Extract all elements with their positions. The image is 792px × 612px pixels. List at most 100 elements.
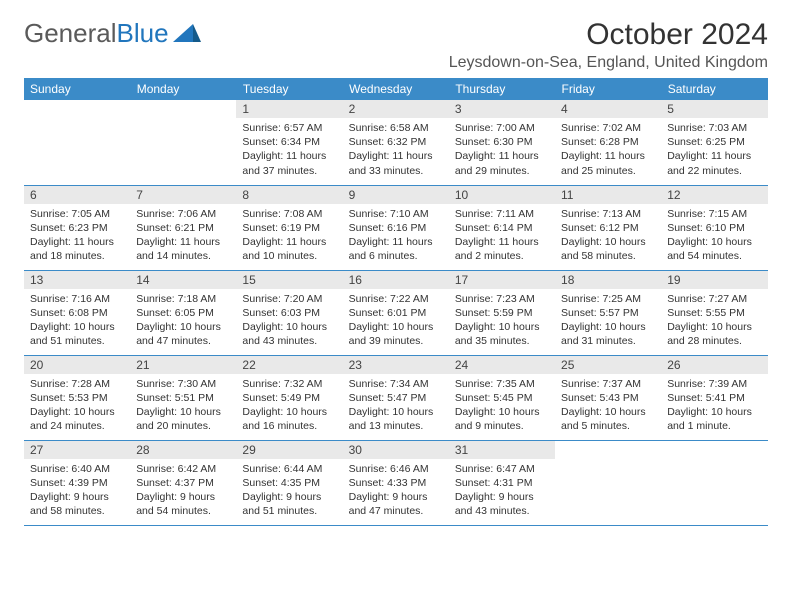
day-details: Sunrise: 7:30 AMSunset: 5:51 PMDaylight:… — [130, 374, 236, 438]
calendar-table: SundayMondayTuesdayWednesdayThursdayFrid… — [24, 78, 768, 526]
day-number: 7 — [130, 186, 236, 204]
sunrise-text: Sunrise: 7:30 AM — [136, 377, 230, 391]
day-details: Sunrise: 7:16 AMSunset: 6:08 PMDaylight:… — [24, 289, 130, 353]
daylight-text: Daylight: 10 hours and 31 minutes. — [561, 320, 655, 348]
weekday-header: Friday — [555, 78, 661, 100]
daylight-text: Daylight: 10 hours and 47 minutes. — [136, 320, 230, 348]
calendar-cell: 22Sunrise: 7:32 AMSunset: 5:49 PMDayligh… — [236, 355, 342, 440]
daylight-text: Daylight: 9 hours and 51 minutes. — [242, 490, 336, 518]
sunrise-text: Sunrise: 6:46 AM — [349, 462, 443, 476]
sunrise-text: Sunrise: 7:22 AM — [349, 292, 443, 306]
brand-logo: GeneralBlue — [24, 18, 201, 49]
calendar-cell: 11Sunrise: 7:13 AMSunset: 6:12 PMDayligh… — [555, 185, 661, 270]
sunset-text: Sunset: 4:33 PM — [349, 476, 443, 490]
calendar-cell: 9Sunrise: 7:10 AMSunset: 6:16 PMDaylight… — [343, 185, 449, 270]
day-number: 28 — [130, 441, 236, 459]
calendar-cell: 31Sunrise: 6:47 AMSunset: 4:31 PMDayligh… — [449, 440, 555, 525]
day-number: 16 — [343, 271, 449, 289]
weekday-header-row: SundayMondayTuesdayWednesdayThursdayFrid… — [24, 78, 768, 100]
sunrise-text: Sunrise: 6:57 AM — [242, 121, 336, 135]
day-number: 2 — [343, 100, 449, 118]
calendar-cell: 14Sunrise: 7:18 AMSunset: 6:05 PMDayligh… — [130, 270, 236, 355]
daylight-text: Daylight: 11 hours and 22 minutes. — [667, 149, 761, 177]
day-details: Sunrise: 6:47 AMSunset: 4:31 PMDaylight:… — [449, 459, 555, 523]
day-details: Sunrise: 7:10 AMSunset: 6:16 PMDaylight:… — [343, 204, 449, 268]
day-number: 12 — [661, 186, 767, 204]
sunset-text: Sunset: 6:08 PM — [30, 306, 124, 320]
day-number: 21 — [130, 356, 236, 374]
daylight-text: Daylight: 10 hours and 28 minutes. — [667, 320, 761, 348]
title-block: October 2024 Leysdown-on-Sea, England, U… — [449, 18, 768, 72]
day-number: 4 — [555, 100, 661, 118]
day-details: Sunrise: 7:02 AMSunset: 6:28 PMDaylight:… — [555, 118, 661, 182]
daylight-text: Daylight: 9 hours and 43 minutes. — [455, 490, 549, 518]
sunrise-text: Sunrise: 7:25 AM — [561, 292, 655, 306]
sunrise-text: Sunrise: 7:34 AM — [349, 377, 443, 391]
sunset-text: Sunset: 5:47 PM — [349, 391, 443, 405]
sunrise-text: Sunrise: 6:44 AM — [242, 462, 336, 476]
day-details: Sunrise: 7:13 AMSunset: 6:12 PMDaylight:… — [555, 204, 661, 268]
calendar-cell: 29Sunrise: 6:44 AMSunset: 4:35 PMDayligh… — [236, 440, 342, 525]
calendar-cell: 21Sunrise: 7:30 AMSunset: 5:51 PMDayligh… — [130, 355, 236, 440]
day-details: Sunrise: 7:18 AMSunset: 6:05 PMDaylight:… — [130, 289, 236, 353]
sunrise-text: Sunrise: 7:08 AM — [242, 207, 336, 221]
sunset-text: Sunset: 6:16 PM — [349, 221, 443, 235]
sunrise-text: Sunrise: 7:05 AM — [30, 207, 124, 221]
day-number: 31 — [449, 441, 555, 459]
sunrise-text: Sunrise: 7:23 AM — [455, 292, 549, 306]
day-number: 30 — [343, 441, 449, 459]
weekday-header: Wednesday — [343, 78, 449, 100]
weekday-header: Monday — [130, 78, 236, 100]
sunset-text: Sunset: 6:25 PM — [667, 135, 761, 149]
calendar-week-row: 27Sunrise: 6:40 AMSunset: 4:39 PMDayligh… — [24, 440, 768, 525]
calendar-week-row: 13Sunrise: 7:16 AMSunset: 6:08 PMDayligh… — [24, 270, 768, 355]
day-details: Sunrise: 7:32 AMSunset: 5:49 PMDaylight:… — [236, 374, 342, 438]
sunset-text: Sunset: 6:05 PM — [136, 306, 230, 320]
calendar-week-row: 1Sunrise: 6:57 AMSunset: 6:34 PMDaylight… — [24, 100, 768, 185]
day-details: Sunrise: 6:57 AMSunset: 6:34 PMDaylight:… — [236, 118, 342, 182]
day-number: 27 — [24, 441, 130, 459]
daylight-text: Daylight: 10 hours and 43 minutes. — [242, 320, 336, 348]
calendar-cell: 17Sunrise: 7:23 AMSunset: 5:59 PMDayligh… — [449, 270, 555, 355]
weekday-header: Thursday — [449, 78, 555, 100]
sunrise-text: Sunrise: 7:16 AM — [30, 292, 124, 306]
sunrise-text: Sunrise: 7:20 AM — [242, 292, 336, 306]
day-details: Sunrise: 7:39 AMSunset: 5:41 PMDaylight:… — [661, 374, 767, 438]
sunset-text: Sunset: 6:23 PM — [30, 221, 124, 235]
sunset-text: Sunset: 6:32 PM — [349, 135, 443, 149]
day-details: Sunrise: 7:27 AMSunset: 5:55 PMDaylight:… — [661, 289, 767, 353]
day-details: Sunrise: 7:37 AMSunset: 5:43 PMDaylight:… — [555, 374, 661, 438]
day-number: 18 — [555, 271, 661, 289]
sunset-text: Sunset: 6:21 PM — [136, 221, 230, 235]
day-details: Sunrise: 7:08 AMSunset: 6:19 PMDaylight:… — [236, 204, 342, 268]
sunset-text: Sunset: 5:41 PM — [667, 391, 761, 405]
calendar-cell: 16Sunrise: 7:22 AMSunset: 6:01 PMDayligh… — [343, 270, 449, 355]
daylight-text: Daylight: 9 hours and 47 minutes. — [349, 490, 443, 518]
sunset-text: Sunset: 6:10 PM — [667, 221, 761, 235]
brand-part2: Blue — [117, 18, 169, 48]
sunrise-text: Sunrise: 6:47 AM — [455, 462, 549, 476]
sunrise-text: Sunrise: 7:32 AM — [242, 377, 336, 391]
day-details: Sunrise: 7:35 AMSunset: 5:45 PMDaylight:… — [449, 374, 555, 438]
day-number: 3 — [449, 100, 555, 118]
daylight-text: Daylight: 10 hours and 9 minutes. — [455, 405, 549, 433]
calendar-cell: 3Sunrise: 7:00 AMSunset: 6:30 PMDaylight… — [449, 100, 555, 185]
sunset-text: Sunset: 6:01 PM — [349, 306, 443, 320]
sunrise-text: Sunrise: 7:10 AM — [349, 207, 443, 221]
day-details: Sunrise: 7:11 AMSunset: 6:14 PMDaylight:… — [449, 204, 555, 268]
calendar-cell: 23Sunrise: 7:34 AMSunset: 5:47 PMDayligh… — [343, 355, 449, 440]
day-details: Sunrise: 7:25 AMSunset: 5:57 PMDaylight:… — [555, 289, 661, 353]
sunset-text: Sunset: 5:53 PM — [30, 391, 124, 405]
calendar-week-row: 6Sunrise: 7:05 AMSunset: 6:23 PMDaylight… — [24, 185, 768, 270]
calendar-cell: 8Sunrise: 7:08 AMSunset: 6:19 PMDaylight… — [236, 185, 342, 270]
page-header: GeneralBlue October 2024 Leysdown-on-Sea… — [24, 18, 768, 72]
weekday-header: Sunday — [24, 78, 130, 100]
sunrise-text: Sunrise: 7:37 AM — [561, 377, 655, 391]
daylight-text: Daylight: 10 hours and 5 minutes. — [561, 405, 655, 433]
sunrise-text: Sunrise: 6:58 AM — [349, 121, 443, 135]
daylight-text: Daylight: 11 hours and 37 minutes. — [242, 149, 336, 177]
daylight-text: Daylight: 10 hours and 13 minutes. — [349, 405, 443, 433]
sunset-text: Sunset: 6:30 PM — [455, 135, 549, 149]
sunset-text: Sunset: 5:45 PM — [455, 391, 549, 405]
calendar-cell: 27Sunrise: 6:40 AMSunset: 4:39 PMDayligh… — [24, 440, 130, 525]
